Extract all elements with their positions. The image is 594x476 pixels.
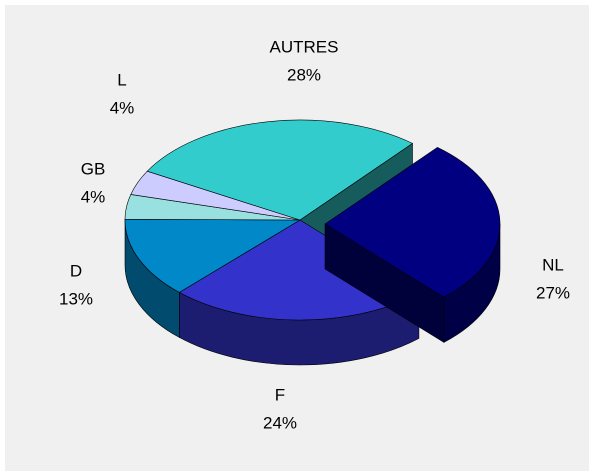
slice-label: D	[70, 261, 82, 280]
slice-label: GB	[81, 159, 106, 178]
slice	[324, 147, 501, 298]
slice	[146, 119, 414, 221]
slice-label: L	[117, 70, 126, 89]
slice-label: F	[275, 385, 285, 404]
pie	[124, 119, 501, 366]
slice-label: AUTRES	[270, 37, 339, 56]
value-label: 27%	[536, 283, 570, 302]
value-label: 4%	[110, 98, 135, 117]
slice	[124, 219, 302, 293]
labels: NL 27% F 24% D 13% GB 4% L 4% AUTRES 28%	[59, 37, 570, 432]
value-label: 24%	[263, 413, 297, 432]
value-label: 13%	[59, 289, 93, 308]
slice-label: NL	[542, 255, 564, 274]
value-label: 28%	[287, 65, 321, 84]
value-label: 4%	[81, 187, 106, 206]
